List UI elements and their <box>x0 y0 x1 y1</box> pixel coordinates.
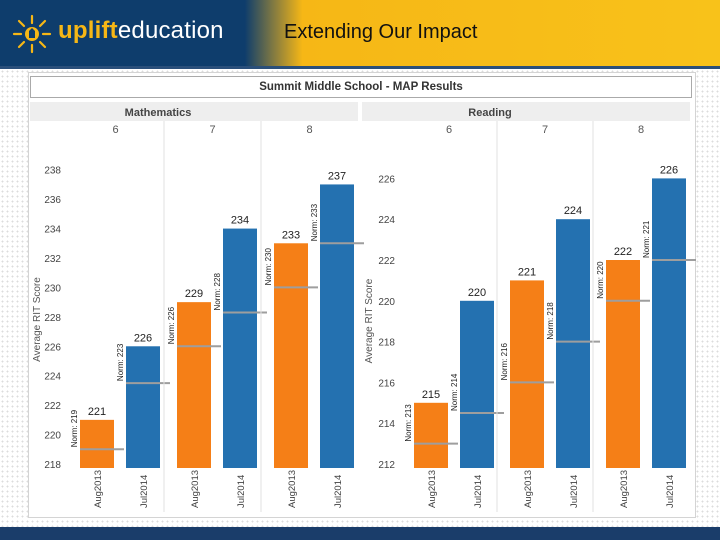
x-tick-label: Aug2013 <box>287 470 298 508</box>
panel-title: Reading <box>468 107 511 119</box>
panel-title: Mathematics <box>125 107 192 119</box>
bar-value-label: 229 <box>185 288 203 300</box>
brand-first-word: uplift <box>58 17 118 44</box>
x-tick-label: Aug2013 <box>619 470 630 508</box>
plot-area <box>67 137 358 468</box>
bar <box>652 178 686 468</box>
norm-label: Norm: 226 <box>167 306 176 344</box>
x-tick-label: Jul2014 <box>333 475 344 508</box>
y-tick-label: 218 <box>378 338 395 349</box>
norm-label: Norm: 214 <box>450 373 459 411</box>
y-tick-label: 230 <box>44 283 61 294</box>
bar <box>80 419 114 468</box>
x-tick-label: Aug2013 <box>190 470 201 508</box>
norm-label: Norm: 220 <box>596 261 605 299</box>
bar-value-label: 234 <box>231 215 249 227</box>
y-tick-label: 218 <box>44 460 61 471</box>
bar <box>320 184 354 468</box>
y-tick-label: 220 <box>378 297 395 308</box>
grade-label: 8 <box>306 124 312 136</box>
grade-label: 7 <box>209 124 215 136</box>
bar-value-label: 224 <box>564 205 582 217</box>
grade-label: 7 <box>542 124 548 136</box>
y-tick-label: 212 <box>378 460 395 471</box>
panel-header-bg <box>362 102 690 121</box>
header-divider <box>0 66 720 69</box>
y-tick-label: 234 <box>44 225 61 236</box>
grade-label: 6 <box>446 124 452 136</box>
grade-label: 6 <box>112 124 118 136</box>
x-tick-label: Aug2013 <box>523 470 534 508</box>
norm-label: Norm: 216 <box>500 343 509 381</box>
slide-title: Extending Our Impact <box>284 21 478 43</box>
y-tick-label: 224 <box>378 215 395 226</box>
panel-mathematics: Mathematics Average RIT Score 218 220 222 224… <box>30 102 364 512</box>
y-tick-label: 238 <box>44 166 61 177</box>
bar <box>274 243 308 468</box>
sunburst-logo-icon <box>12 14 52 54</box>
slide-footer <box>0 527 720 540</box>
y-tick-label: 216 <box>378 378 395 389</box>
brand-second-word: education <box>117 17 224 44</box>
bar <box>556 219 590 468</box>
y-tick-label: 226 <box>44 342 61 353</box>
y-tick-label: 226 <box>378 174 395 185</box>
bar <box>460 300 494 468</box>
bar <box>414 402 448 468</box>
y-tick-label: 232 <box>44 254 61 265</box>
norm-label: Norm: 221 <box>642 220 651 258</box>
x-tick-label: Jul2014 <box>665 475 676 508</box>
norm-label: Norm: 233 <box>310 203 319 241</box>
y-tick-label: 224 <box>44 372 61 383</box>
norm-label: Norm: 228 <box>213 273 222 311</box>
bar-value-label: 222 <box>614 246 632 258</box>
bar <box>223 228 257 468</box>
x-tick-label: Aug2013 <box>93 470 104 508</box>
y-tick-label: 220 <box>44 431 61 442</box>
bar <box>126 346 160 468</box>
x-tick-label: Aug2013 <box>427 470 438 508</box>
bar-value-label: 226 <box>134 332 152 344</box>
y-tick-label: 214 <box>378 419 395 430</box>
bar-value-label: 221 <box>518 266 536 278</box>
grade-header-row <box>401 121 689 137</box>
chart-title: Summit Middle School - MAP Results <box>30 76 692 98</box>
x-tick-label: Jul2014 <box>473 475 484 508</box>
norm-label: Norm: 223 <box>116 343 125 381</box>
bar-value-label: 215 <box>422 389 440 401</box>
bar-value-label: 221 <box>88 406 106 418</box>
panel-reading: Reading Average RIT Score 212 214 216 218 220 2… <box>362 102 696 512</box>
y-axis-label: Average RIT Score <box>364 278 375 363</box>
grade-header-row <box>67 121 358 137</box>
x-tick-label: Jul2014 <box>139 475 150 508</box>
norm-label: Norm: 213 <box>404 404 413 442</box>
panel-header-bg <box>30 102 358 121</box>
x-tick-label: Jul2014 <box>569 475 580 508</box>
bar-value-label: 226 <box>660 164 678 176</box>
grade-label: 8 <box>638 124 644 136</box>
bar <box>177 302 211 468</box>
brand-name: uplifteducation <box>58 17 224 45</box>
plot-area <box>401 137 689 468</box>
slide-header <box>0 0 720 66</box>
x-tick-label: Jul2014 <box>236 475 247 508</box>
y-axis-label: Average RIT Score <box>32 277 43 362</box>
y-tick-label: 222 <box>378 256 395 267</box>
bar <box>606 260 640 468</box>
y-tick-label: 228 <box>44 313 61 324</box>
bar-value-label: 233 <box>282 229 300 241</box>
y-tick-label: 222 <box>44 401 61 412</box>
bar-value-label: 220 <box>468 287 486 299</box>
y-tick-label: 236 <box>44 195 61 206</box>
bar-value-label: 237 <box>328 170 346 182</box>
norm-label: Norm: 219 <box>70 409 79 447</box>
norm-label: Norm: 218 <box>546 302 555 340</box>
norm-label: Norm: 230 <box>264 248 273 286</box>
bar <box>510 280 544 468</box>
